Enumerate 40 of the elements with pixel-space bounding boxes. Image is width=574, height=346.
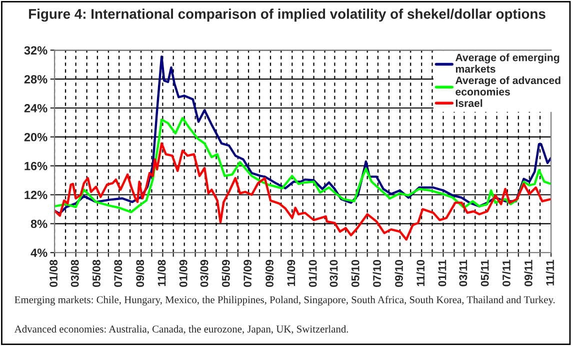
text: Emerging markets: Chile, Hungary, Mexico, the Philippines, Poland, Singapore, South Africa, South Korea, Thailand and Turkey.: [14, 296, 555, 306]
x-tick-label: 03/10: [330, 260, 338, 287]
x-tick-label: 07/10: [372, 260, 382, 287]
x-tick-label: 03/09: [200, 260, 208, 287]
y-tick-label: 32%: [24, 46, 48, 55]
y-tick-label: 28%: [24, 75, 48, 84]
x-tick-label: 01/08: [49, 260, 58, 287]
legend-label: Average of advanced economies: [456, 76, 560, 96]
x-tick-label: 07/09: [243, 260, 252, 287]
legend-label: Israel: [456, 99, 482, 107]
legend-label: Average of emerging markets: [456, 54, 560, 73]
chart-title: Figure 4: International comparison of implied volatility of shekel/dollar options: [29, 8, 546, 22]
text: Advanced economies: Australia, Canada, the eurozone, Japan, UK, Switzerland.: [14, 325, 348, 335]
x-tick-label: 05/11: [480, 260, 489, 286]
x-tick-label: 07/11: [502, 260, 511, 286]
y-tick-label: 24%: [24, 104, 48, 112]
y-tick-label: 20%: [24, 132, 48, 142]
x-tick-label: 05/09: [222, 260, 230, 287]
y-tick-label: 16%: [24, 162, 48, 170]
x-tick-label: 01/09: [179, 260, 188, 287]
line-series: [54, 142, 552, 241]
x-tick-label: 11/09: [286, 260, 296, 286]
x-tick-label: 11/08: [158, 260, 166, 286]
y-tick-label: 12%: [24, 190, 48, 200]
x-tick-label: 05/08: [92, 260, 101, 287]
x-tick-label: 11/11: [546, 260, 554, 286]
y-tick-label: 4%: [30, 248, 48, 257]
x-tick-label: 01/11: [438, 260, 446, 286]
x-tick-label: 01/10: [308, 260, 317, 287]
x-tick-label: 09/09: [265, 260, 274, 287]
line-series: [54, 117, 552, 214]
x-tick-label: 07/08: [114, 260, 122, 287]
x-tick-label: 09/08: [136, 260, 144, 287]
x-tick-label: 03/11: [458, 260, 468, 286]
x-tick-label: 05/10: [351, 260, 360, 287]
x-tick-label: 09/10: [394, 260, 404, 287]
y-tick-label: 8%: [30, 220, 48, 228]
x-tick-label: 03/08: [70, 260, 79, 287]
x-tick-label: 11/10: [416, 260, 425, 286]
x-tick-label: 09/11: [524, 260, 532, 286]
